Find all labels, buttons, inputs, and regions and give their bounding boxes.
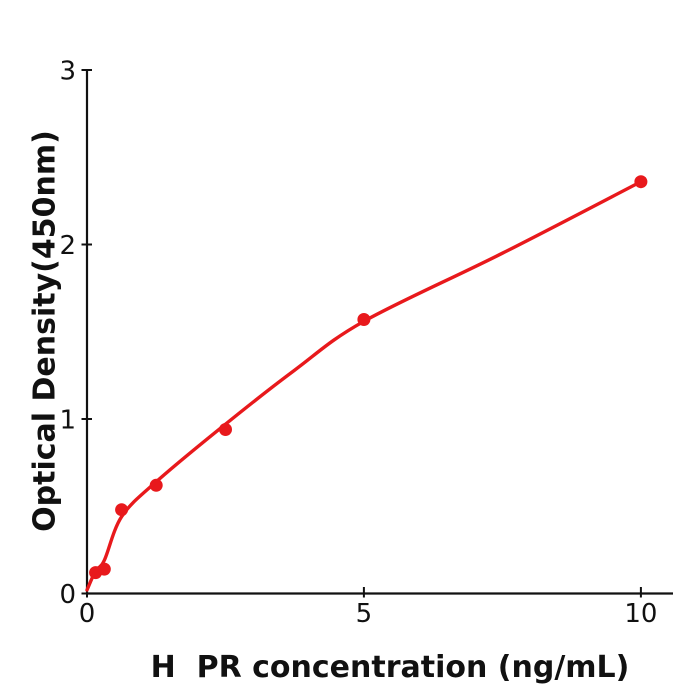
y-tick-label: 3: [59, 57, 76, 87]
y-tick-label: 2: [59, 231, 76, 261]
fitted-curve: [85, 180, 643, 592]
y-axis-title: Optical Density(450nm): [27, 130, 63, 532]
x-tick-label: 0: [79, 599, 96, 629]
x-tick-label: 5: [356, 599, 373, 629]
y-tick-label: 1: [59, 406, 76, 436]
x-axis-title: H PR concentration (ng/mL): [150, 650, 630, 685]
y-tick-label: 0: [59, 580, 76, 610]
data-point: [149, 478, 163, 492]
axis-spines: [85, 70, 673, 595]
x-tick-label: 10: [624, 599, 657, 629]
